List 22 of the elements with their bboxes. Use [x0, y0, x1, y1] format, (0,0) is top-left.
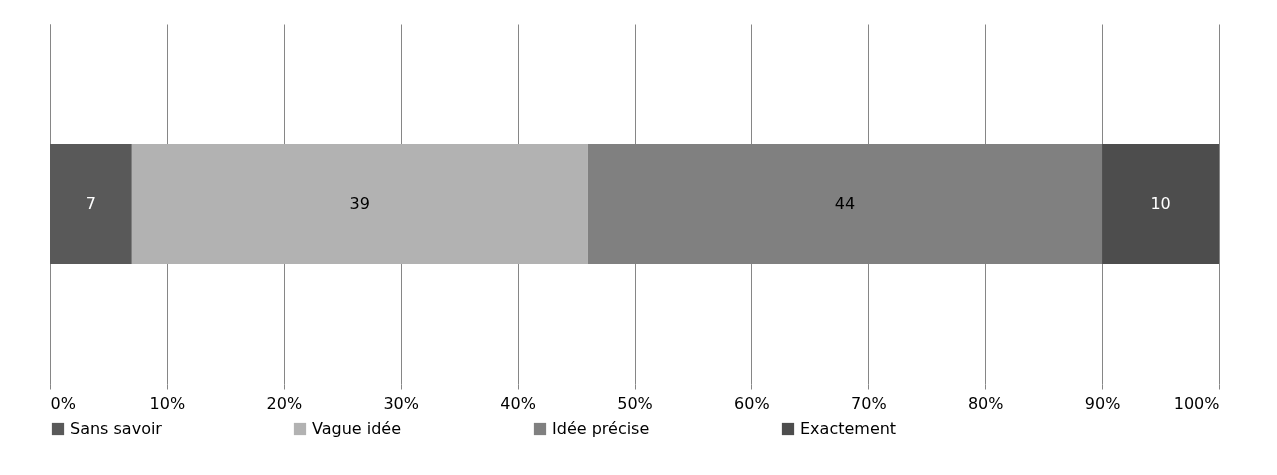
- legend-label: Sans savoir: [70, 419, 163, 438]
- legend-label: Exactement: [800, 419, 897, 438]
- data-label: 39: [349, 194, 370, 213]
- x-tick-label: 80%: [967, 393, 1004, 413]
- x-tick-label: 50%: [617, 393, 653, 413]
- data-label: 44: [834, 194, 856, 213]
- x-tick-label: 70%: [851, 393, 887, 413]
- x-tick-label: 90%: [1084, 393, 1121, 413]
- legend-label: Idée précise: [552, 419, 650, 438]
- x-tick-label: 20%: [266, 393, 303, 413]
- x-tick-label: 0%: [50, 393, 76, 413]
- x-tick-label: 10%: [149, 393, 186, 413]
- bar: [50, 144, 132, 264]
- x-tick-label: 60%: [734, 393, 770, 413]
- bar: [131, 144, 588, 264]
- data-label: 10: [1150, 194, 1171, 213]
- x-tick-label: 30%: [383, 393, 419, 413]
- data-label: 7: [85, 194, 97, 213]
- x-tick-label: 40%: [500, 393, 536, 413]
- legend-label: Vague idée: [312, 419, 402, 438]
- x-tick-label: 100%: [1173, 393, 1220, 413]
- bar: [1102, 144, 1219, 264]
